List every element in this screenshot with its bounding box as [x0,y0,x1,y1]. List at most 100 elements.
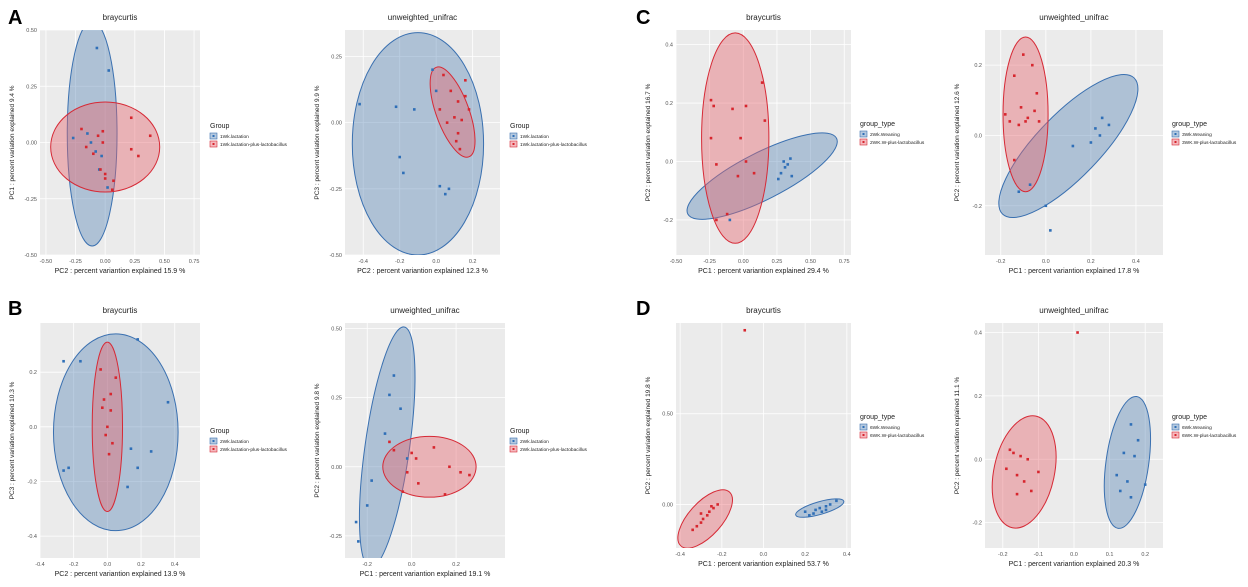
data-point-blue [136,466,139,470]
plot-1-a: braycurtis -0.50 -0.25 0.00 0.25 0.50 0.75 -0.5… [9,13,288,275]
legend-key-point-blue [862,426,865,428]
plot-title: unweighted_unifrac [388,13,457,22]
plots-layer: braycurtis -0.50 -0.25 0.00 0.25 0.50 0.75 -0.5… [9,13,1237,578]
data-point-red [705,514,709,517]
data-point-blue [777,177,780,181]
data-point-blue [808,514,811,517]
ellipse-layer [991,395,1151,529]
data-point-red [744,160,748,163]
data-point-red [701,517,705,521]
data-point-blue [779,171,783,175]
data-point-red [1019,106,1023,109]
data-point-red [468,473,471,477]
x-tick-label: -0.4 [35,562,44,568]
data-point-red [1035,91,1039,95]
data-point-red [405,470,409,474]
x-tick-label: 0.2 [452,562,460,568]
legend-label-blue: 6Wk.Weaning [1182,425,1212,431]
legend-key-point-blue [862,133,865,135]
data-point-blue [149,450,153,453]
data-point-blue [86,132,89,135]
x-tick-label: -0.4 [675,552,684,558]
data-point-red [109,409,113,412]
y-tick-label: 0.0 [974,457,982,463]
legend-key-point-red [1174,141,1177,143]
data-point-blue [100,154,103,158]
data-point-blue [786,163,790,166]
legend-key-point-blue [212,440,215,442]
legend-label-blue: 2Wk.lactation [520,439,549,445]
plot-5-c: braycurtis -0.50 -0.25 0.00 0.25 0.50 0.75 -0.2… [645,13,925,275]
data-point-red [460,118,464,122]
data-point-red [743,328,747,332]
data-point-red [111,441,114,445]
data-point-red [1024,120,1027,123]
ellipse-layer [358,326,477,558]
legend-label-red: 6WK.W-plus-lactobacillus [1182,433,1237,439]
confidence-ellipse-red [1002,36,1049,193]
plot-title: braycurtis [103,13,138,22]
y-tick-label: -0.2 [664,218,673,224]
y-tick-label: 0.4 [665,43,673,49]
panel-letter-b: B [8,298,22,320]
x-tick-label: -0.25 [69,259,82,265]
legend-label-blue: 6Wk.Weaning [870,425,900,431]
data-point-blue [820,510,824,514]
legend-label-red: 1Wk.lactation-plus-lactobacillus [520,142,588,148]
data-point-red [1015,492,1019,496]
data-point-red [103,177,107,180]
x-tick-label: 0.0 [760,552,768,558]
data-point-blue [107,69,111,72]
y-tick-label: 0.50 [331,327,342,333]
data-point-red [709,98,713,102]
confidence-ellipse-blue [358,326,416,558]
data-point-red [112,179,115,183]
data-point-red [107,452,111,456]
plot-background [40,323,200,558]
legend-label-red: 1Wk.lactation-plus-lactobacillus [220,142,288,148]
data-point-blue [71,136,75,140]
data-point-red [109,392,113,396]
y-axis-label: PC2 : percent variation explained 11.1 % [954,377,961,495]
data-point-red [445,121,449,124]
data-point-red [763,119,767,122]
data-point-red [458,147,462,151]
data-point-blue [814,508,817,512]
legend-label-red: 2Wk.lactation-plus-lactobacillus [520,447,588,453]
data-point-red [99,168,102,171]
legend-key-point-blue [212,135,215,137]
data-point-blue [835,499,838,503]
ellipse-layer [52,333,179,532]
data-point-blue [789,157,792,160]
data-point-blue [1107,123,1111,127]
x-tick-label: 0.4 [171,562,179,568]
x-axis-label: PC1 : percent variantion explained 20.3 … [1009,561,1140,568]
data-point-blue [1094,127,1097,130]
data-point-red [101,141,105,144]
legend-key-point-red [512,448,515,450]
data-point-red [744,104,748,108]
data-point-red [1012,158,1016,162]
data-point-blue [399,407,402,411]
y-tick-label: 0.25 [26,84,37,90]
data-point-red [715,163,718,166]
plot-4-b: unweighted_unifrac -0.2 0.0 0.2 -0.25 0.00 0.2… [314,306,588,578]
data-point-blue [126,485,129,489]
legend-key-point-red [862,434,865,436]
legend-key-point-red [212,448,215,450]
data-point-red [1008,120,1012,123]
data-point-red [401,490,405,493]
y-tick-label: 0.00 [26,141,37,147]
y-tick-label: 0.0 [974,133,982,139]
legend-label-red: 2WK.W-plus-lactobacillus [870,140,925,146]
data-point-blue [1017,190,1021,194]
plot-title: braycurtis [103,306,138,315]
legend-label-blue: 2Wk.Weaning [870,132,900,138]
legend-key-point-blue [512,135,515,137]
data-point-red [92,152,95,156]
y-tick-label: 0.50 [26,28,37,34]
data-point-blue [357,540,360,543]
x-axis-label: PC1 : percent variantion explained 29.4 … [698,268,829,275]
data-point-red [448,465,451,469]
